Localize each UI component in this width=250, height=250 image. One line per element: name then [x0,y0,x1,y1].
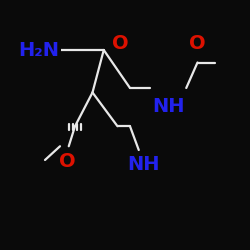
Text: O: O [59,152,76,171]
Text: NH: NH [152,98,184,116]
Text: NH: NH [128,156,160,174]
Text: H₂N: H₂N [18,40,59,60]
Text: O: O [112,34,128,53]
Text: O: O [189,34,206,53]
